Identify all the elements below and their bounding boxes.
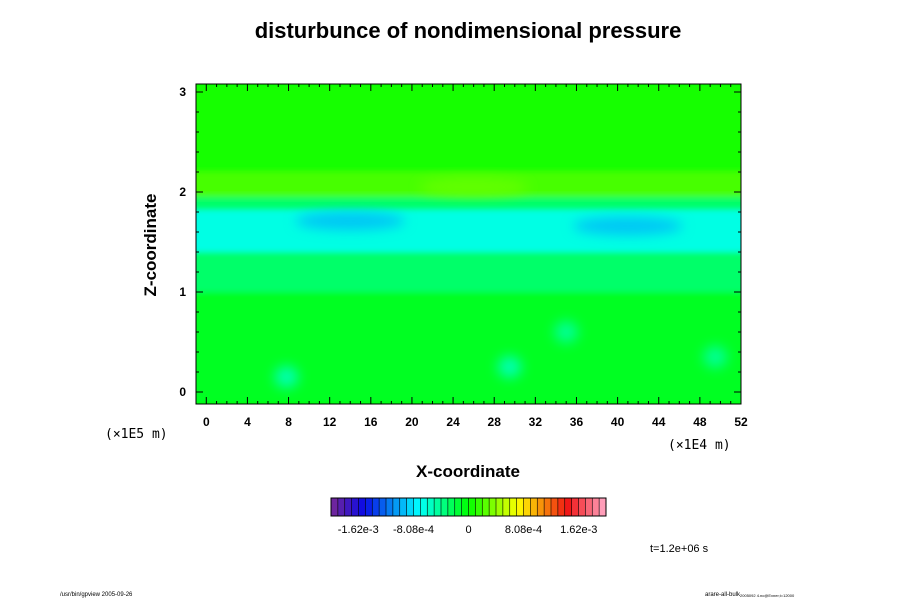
field-features	[274, 178, 728, 388]
colorbar-level	[337, 498, 346, 516]
field-band-0	[196, 84, 741, 172]
colorbar-level	[482, 498, 490, 516]
colorbar-level	[537, 498, 545, 516]
colorbar-level	[454, 498, 463, 516]
x-tick-label: 4	[244, 415, 251, 429]
colorbar-tick-label: 1.62e-3	[560, 524, 597, 536]
colorbar-level	[413, 498, 421, 516]
y-tick-label: 3	[179, 85, 186, 99]
colorbar-level	[557, 498, 566, 516]
colorbar-level	[523, 498, 531, 516]
x-tick-label: 20	[405, 415, 419, 429]
field-feature-5	[703, 346, 728, 368]
x-tick-label: 48	[693, 415, 707, 429]
x-axis-label: X-coordinate	[416, 462, 520, 481]
field-band-4	[196, 252, 741, 292]
field-feature-2	[274, 366, 299, 388]
x-tick-label: 16	[364, 415, 378, 429]
colorbar-level	[406, 498, 414, 516]
x-tick-label: 44	[652, 415, 666, 429]
field-band-2	[196, 197, 741, 210]
x-tick-label: 12	[323, 415, 337, 429]
plot-frame	[195, 83, 742, 405]
colorbar-level	[468, 498, 476, 516]
y-tick-label: 1	[179, 285, 186, 299]
colorbar-level	[420, 498, 428, 516]
x-tick-label: 24	[446, 415, 460, 429]
y-axis-ticks: 0 1 2 3	[179, 85, 741, 399]
field-feature-1	[572, 217, 683, 235]
colorbar-level	[434, 498, 442, 516]
footer-right-main: arare-all-bulk	[705, 592, 741, 598]
colorbar-level	[585, 498, 593, 516]
colorbar-tick-label: -8.08e-4	[393, 524, 434, 536]
colorbar-level	[344, 498, 353, 516]
colorbar-level	[379, 498, 387, 516]
y-tick-label: 0	[179, 385, 186, 399]
colorbar-level	[441, 498, 449, 516]
colorbar-level	[489, 498, 497, 516]
footer-right: arare-all-bulk2005092 4.nc@Exner,t=12000	[705, 592, 795, 598]
colorbar-level	[427, 498, 435, 516]
colorbar-level	[372, 498, 380, 516]
colorbar-level	[578, 498, 586, 516]
footer-left: /usr/bin/gpview 2005-09-26	[60, 592, 133, 598]
x-axis-ticks: 0 4 8 12 16 20 24 28 32 36 40 44 48 52	[195, 84, 748, 429]
heatmap-field	[196, 84, 741, 404]
y-unit-label: (×1E5 m)	[105, 427, 168, 442]
x-tick-label: 36	[570, 415, 584, 429]
footer-right-sub: 2005092 4.nc@Exner,t=12000	[740, 593, 795, 598]
y-axis-label: Z-coordinate	[141, 194, 160, 297]
field-feature-6	[418, 178, 529, 196]
x-tick-label: 52	[734, 415, 748, 429]
colorbar-level	[475, 498, 483, 516]
colorbar-level	[592, 498, 600, 516]
field-band-5	[196, 292, 741, 404]
colorbar-level	[331, 498, 339, 516]
colorbar-level	[365, 498, 373, 516]
colorbar-frame	[330, 497, 607, 517]
x-tick-label: 0	[203, 415, 210, 429]
x-tick-label: 28	[488, 415, 502, 429]
colorbar-level	[516, 498, 524, 516]
colorbar-tick-labels: -1.62e-3 -8.08e-4 0 8.08e-4 1.62e-3	[338, 524, 598, 536]
colorbar-level	[502, 498, 511, 516]
colorbar-level	[544, 498, 552, 516]
colorbar-level	[530, 498, 538, 516]
x-tick-label: 8	[285, 415, 292, 429]
chart-title: disturbunce of nondimensional pressure	[255, 18, 682, 43]
x-tick-label: 40	[611, 415, 625, 429]
y-tick-label: 2	[179, 185, 186, 199]
colorbar-level	[496, 498, 504, 516]
colorbar-level	[351, 498, 359, 516]
colorbar-level	[564, 498, 573, 516]
x-unit-label: (×1E4 m)	[668, 438, 731, 453]
field-bands	[196, 84, 741, 404]
field-feature-3	[497, 356, 522, 378]
field-feature-0	[295, 212, 406, 230]
colorbar-tick-label: 8.08e-4	[505, 524, 542, 536]
colorbar-level	[509, 498, 518, 516]
colorbar-level	[399, 498, 408, 516]
colorbar-level	[599, 498, 607, 516]
x-tick-label: 32	[529, 415, 543, 429]
colorbar	[331, 498, 607, 516]
colorbar-level	[392, 498, 401, 516]
colorbar-tick-label: -1.62e-3	[338, 524, 379, 536]
time-label: t=1.2e+06 s	[650, 543, 709, 555]
colorbar-level	[358, 498, 366, 516]
colorbar-level	[447, 498, 456, 516]
colorbar-level	[386, 498, 394, 516]
colorbar-level	[551, 498, 559, 516]
field-feature-4	[554, 321, 579, 343]
colorbar-level	[571, 498, 579, 516]
colorbar-tick-label: 0	[465, 524, 471, 536]
colorbar-level	[461, 498, 469, 516]
